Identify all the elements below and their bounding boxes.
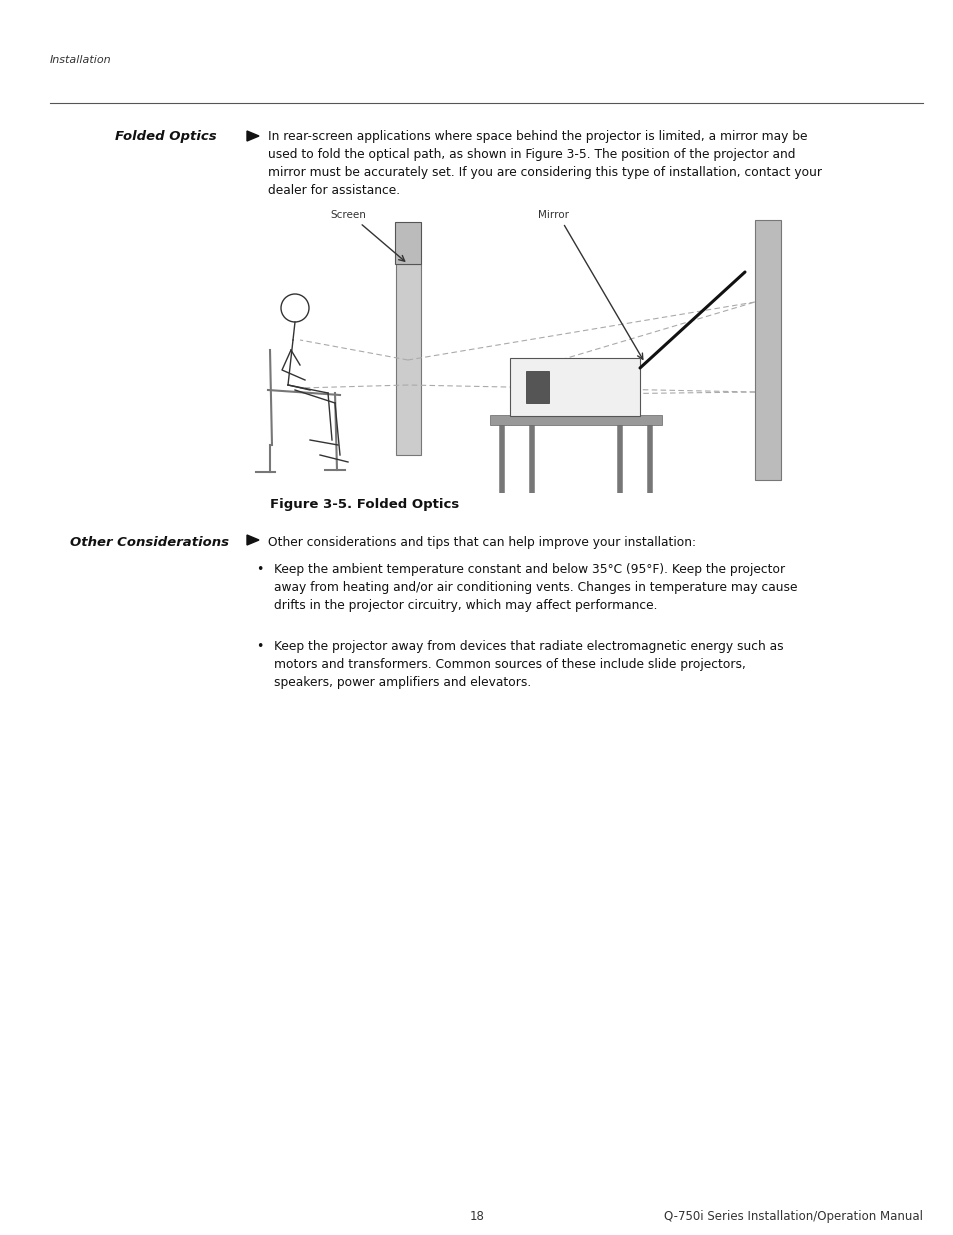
Text: •: • bbox=[255, 563, 263, 576]
Text: 18: 18 bbox=[469, 1210, 484, 1223]
Text: Keep the projector away from devices that radiate electromagnetic energy such as: Keep the projector away from devices tha… bbox=[274, 640, 782, 689]
Bar bbox=[525, 370, 548, 403]
Text: Other considerations and tips that can help improve your installation:: Other considerations and tips that can h… bbox=[268, 536, 696, 550]
Text: •: • bbox=[255, 640, 263, 653]
Text: Screen: Screen bbox=[330, 210, 366, 220]
Bar bbox=[395, 264, 420, 454]
Bar bbox=[490, 415, 661, 425]
Text: Folded Optics: Folded Optics bbox=[115, 130, 216, 143]
Text: Installation: Installation bbox=[50, 56, 112, 65]
Polygon shape bbox=[247, 535, 258, 545]
Polygon shape bbox=[247, 131, 258, 141]
Bar bbox=[395, 222, 420, 264]
Text: In rear-screen applications where space behind the projector is limited, a mirro: In rear-screen applications where space … bbox=[268, 130, 821, 198]
Text: Q-750i Series Installation/Operation Manual: Q-750i Series Installation/Operation Man… bbox=[664, 1210, 923, 1223]
Text: Figure 3-5. Folded Optics: Figure 3-5. Folded Optics bbox=[270, 498, 458, 511]
Bar bbox=[754, 220, 781, 480]
Text: Keep the ambient temperature constant and below 35°C (95°F). Keep the projector
: Keep the ambient temperature constant an… bbox=[274, 563, 797, 613]
Text: Other Considerations: Other Considerations bbox=[70, 536, 229, 550]
Text: Mirror: Mirror bbox=[537, 210, 568, 220]
Bar bbox=[510, 358, 639, 416]
